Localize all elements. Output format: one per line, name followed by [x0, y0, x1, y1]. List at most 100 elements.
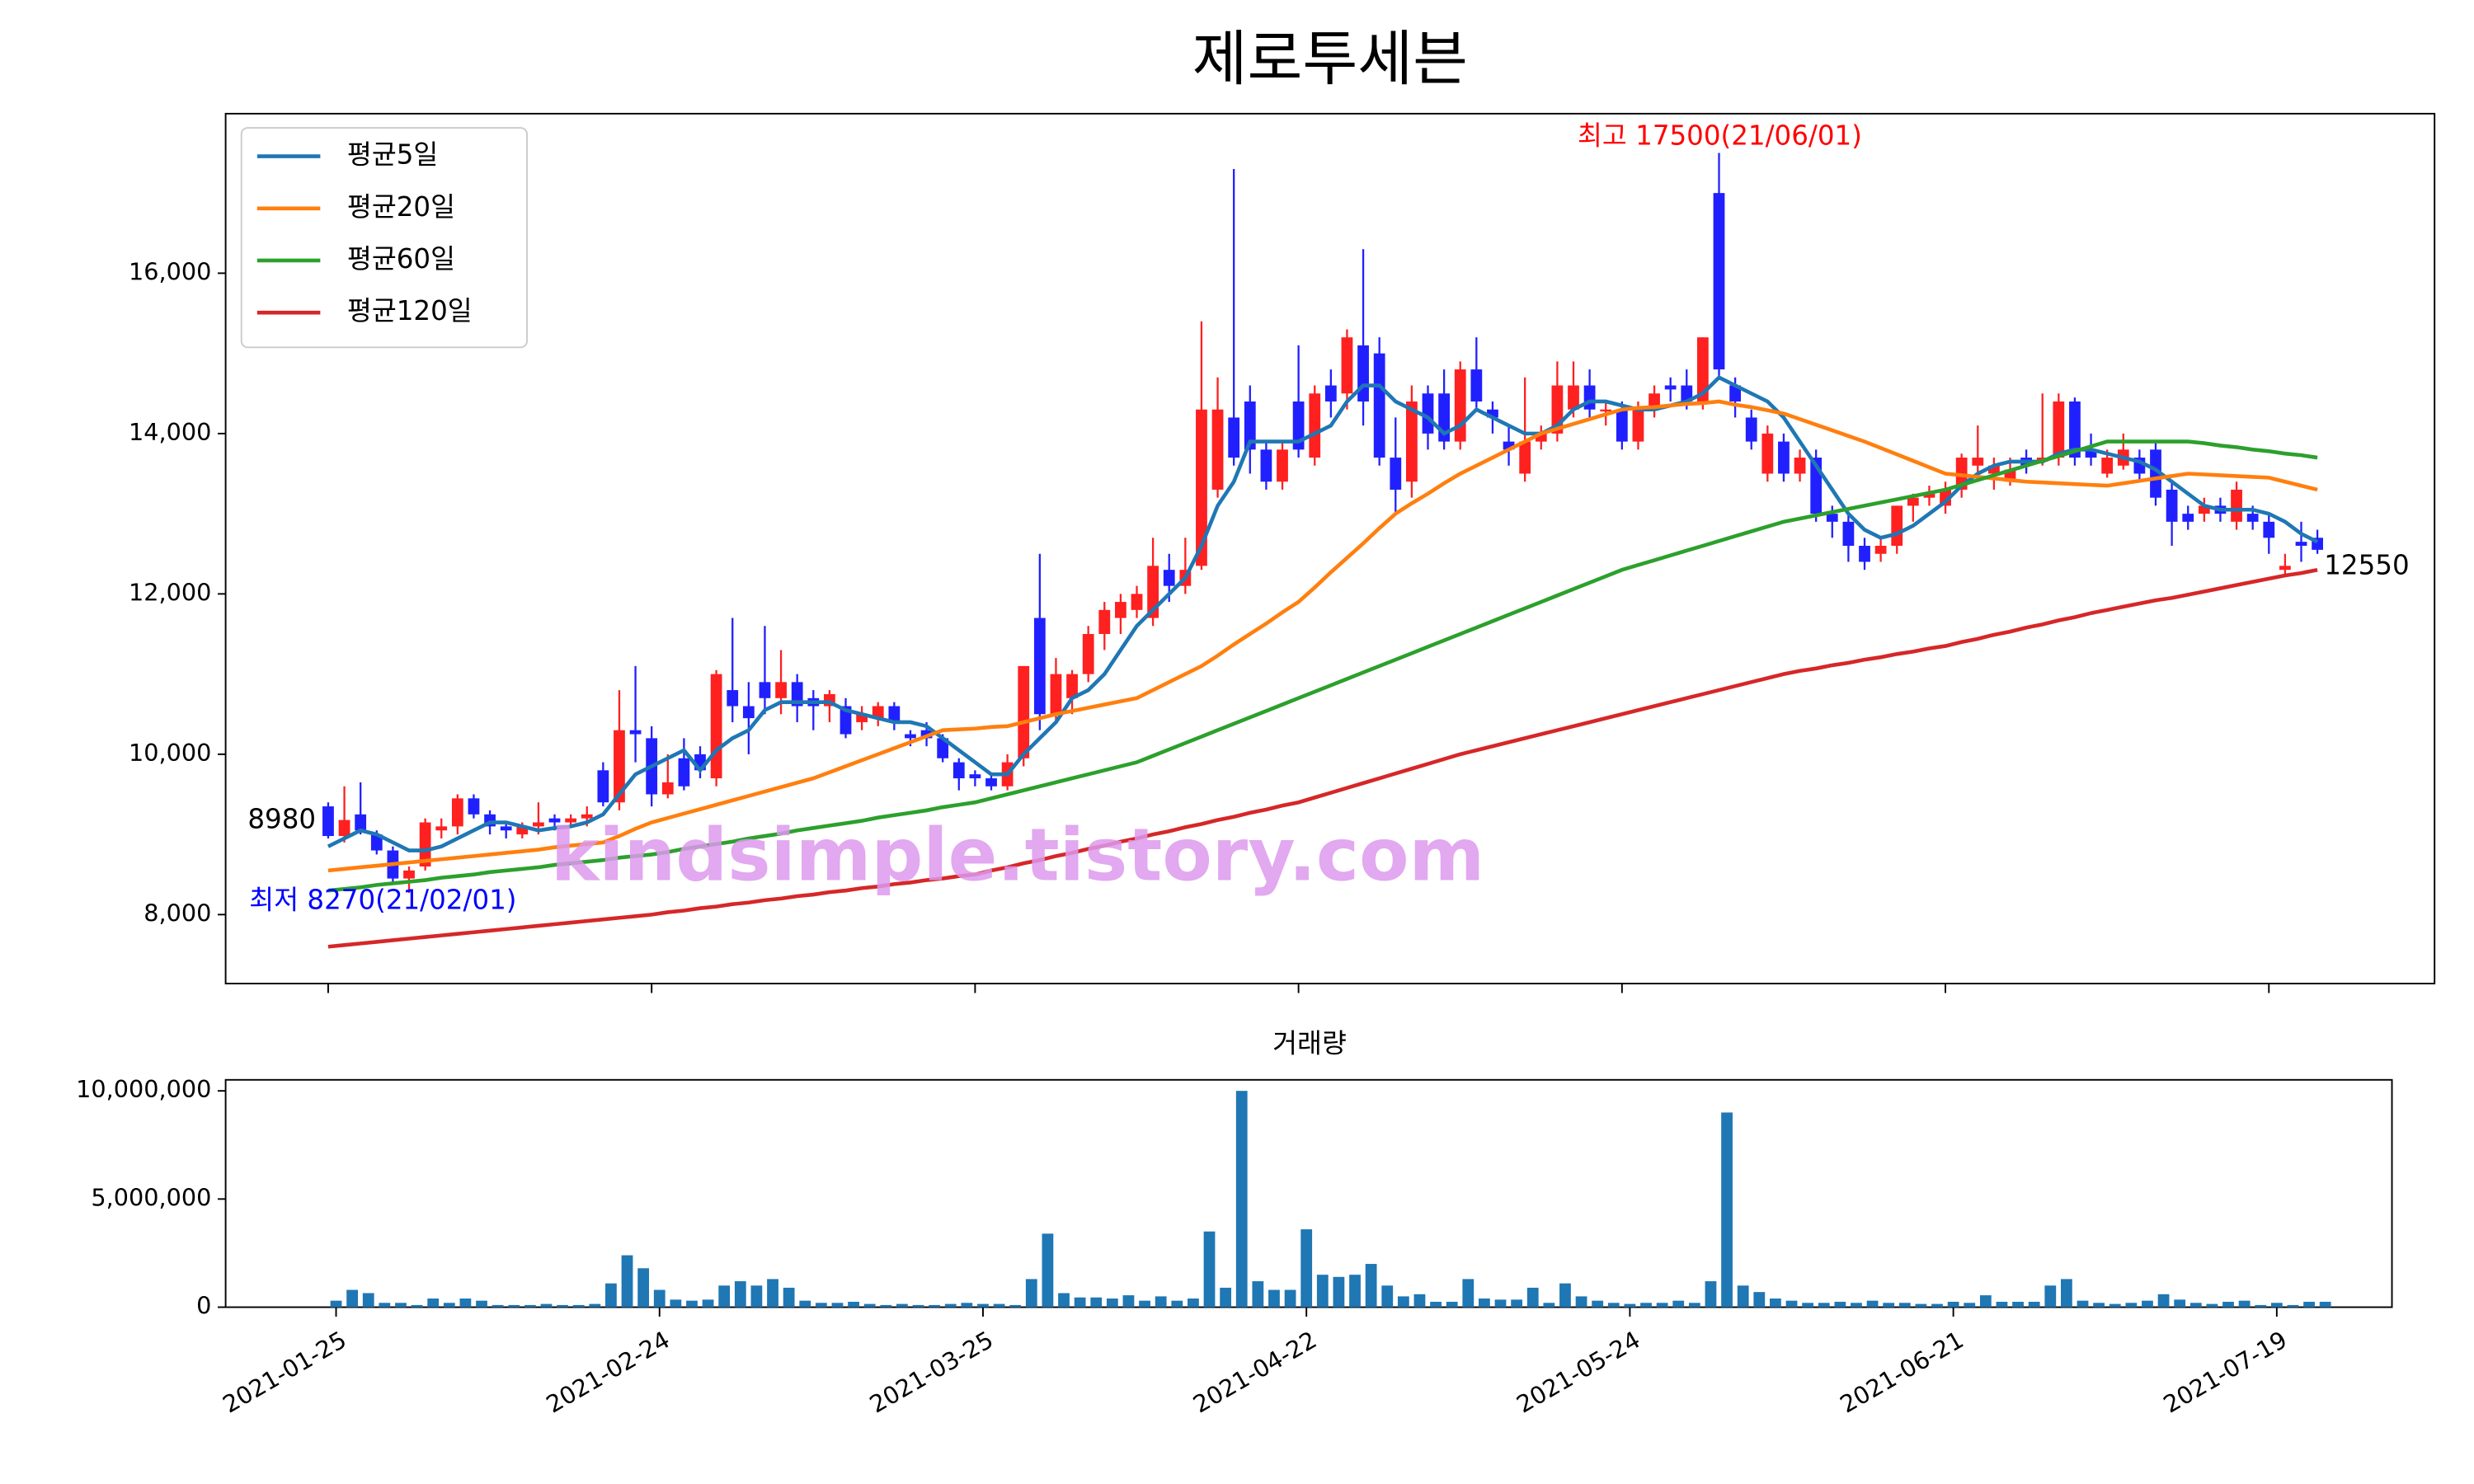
candle-body — [1519, 441, 1531, 474]
candle-body — [1163, 570, 1175, 586]
volume-bar — [912, 1304, 924, 1308]
volume-y-tick-label: 0 — [196, 1292, 211, 1320]
volume-bar — [2157, 1294, 2170, 1308]
volume-bar — [2287, 1304, 2299, 1308]
volume-bar — [944, 1303, 957, 1308]
candle-body — [1211, 409, 1224, 490]
candle-body — [888, 706, 901, 722]
volume-bar — [379, 1303, 391, 1308]
volume-bar — [1009, 1304, 1022, 1308]
candle-body — [500, 826, 512, 831]
volume-bar — [1397, 1296, 1409, 1308]
candle-body — [1503, 441, 1515, 450]
candle-body — [1470, 369, 1483, 402]
volume-bar — [1042, 1233, 1054, 1308]
volume-bar — [1705, 1281, 1717, 1308]
candle-body — [1098, 609, 1111, 634]
candle-body — [1988, 465, 2000, 474]
candle-body — [1859, 546, 1870, 562]
y-tick-label: 8,000 — [143, 899, 211, 927]
y-tick-label: 16,000 — [129, 257, 211, 285]
candle-body — [1406, 401, 1418, 482]
volume-bar — [670, 1299, 682, 1308]
candle-body — [1050, 674, 1062, 715]
volume-bar — [2028, 1301, 2040, 1308]
volume-bar — [557, 1304, 568, 1308]
candle-body — [1632, 409, 1644, 442]
volume-bar — [1220, 1287, 1232, 1308]
volume-bar — [1252, 1281, 1264, 1308]
candle-body — [468, 798, 480, 815]
candle-body — [840, 706, 852, 735]
y-tick-label: 14,000 — [129, 418, 211, 446]
volume-bar — [1090, 1297, 1103, 1308]
candle-body — [1228, 417, 1240, 458]
candle-body — [678, 758, 690, 787]
candle-body — [775, 682, 787, 698]
volume-bar — [880, 1304, 892, 1308]
candle-body — [1729, 385, 1742, 402]
volume-bar — [508, 1304, 520, 1308]
candle-body — [1454, 369, 1466, 442]
volume-bar — [1268, 1289, 1280, 1308]
volume-bar — [2077, 1300, 2089, 1308]
volume-bar — [1979, 1295, 1992, 1308]
candle-body — [403, 870, 415, 879]
candle-body — [727, 690, 739, 707]
volume-bar — [1365, 1264, 1377, 1308]
volume-bar — [1866, 1300, 1879, 1308]
candle-body — [1681, 385, 1693, 402]
candle-body — [1761, 433, 1774, 474]
ma-line — [327, 375, 2319, 852]
candle-body — [1277, 449, 1288, 482]
candle-body — [2263, 521, 2275, 538]
candle-body — [597, 770, 609, 803]
volume-bar — [1300, 1229, 1313, 1308]
volume-bar — [572, 1304, 585, 1308]
volume-bar — [2174, 1299, 2186, 1308]
candle-body — [1115, 602, 1126, 618]
volume-bar — [1430, 1301, 1442, 1308]
volume-bar — [863, 1303, 876, 1308]
volume-bar — [1559, 1283, 1571, 1308]
volume-bar — [1203, 1231, 1216, 1308]
volume-bar — [1640, 1303, 1652, 1308]
volume-bar — [330, 1300, 342, 1308]
volume-bar — [459, 1298, 472, 1308]
volume-bar — [686, 1300, 698, 1308]
candle-body — [355, 814, 367, 831]
candle-body — [1972, 458, 1984, 466]
candle-body — [1778, 441, 1790, 474]
volume-bar — [2255, 1304, 2267, 1308]
volume-y-tick-label: 10,000,000 — [76, 1075, 211, 1103]
volume-bar — [2189, 1303, 2202, 1308]
volume-bar — [605, 1283, 617, 1308]
volume-bar — [2319, 1301, 2331, 1308]
candle-body — [1066, 674, 1078, 698]
legend-box — [240, 127, 528, 349]
volume-bar — [993, 1303, 1005, 1308]
volume-bar — [476, 1300, 487, 1308]
volume-bar — [2206, 1303, 2218, 1308]
volume-bar — [443, 1303, 455, 1308]
volume-bar — [1413, 1294, 1426, 1308]
volume-bar — [589, 1303, 601, 1308]
volume-bar — [1802, 1303, 1814, 1308]
candle-body — [1535, 433, 1547, 442]
volume-bar — [1058, 1293, 1070, 1308]
candle-body — [1292, 401, 1305, 450]
high-annotation: 최고 17500(21/06/01) — [1578, 120, 1862, 152]
last-annotation: 12550 — [2324, 549, 2409, 580]
volume-bar — [1898, 1303, 1911, 1308]
price-axes — [224, 112, 2436, 984]
candle-body — [322, 806, 334, 837]
volume-bar — [1139, 1300, 1150, 1308]
volume-bar — [2303, 1301, 2315, 1308]
volume-bar — [1171, 1300, 1183, 1308]
volume-bar — [395, 1303, 407, 1308]
volume-bar — [492, 1304, 504, 1308]
volume-bar — [831, 1303, 844, 1308]
volume-bar — [1737, 1285, 1749, 1308]
